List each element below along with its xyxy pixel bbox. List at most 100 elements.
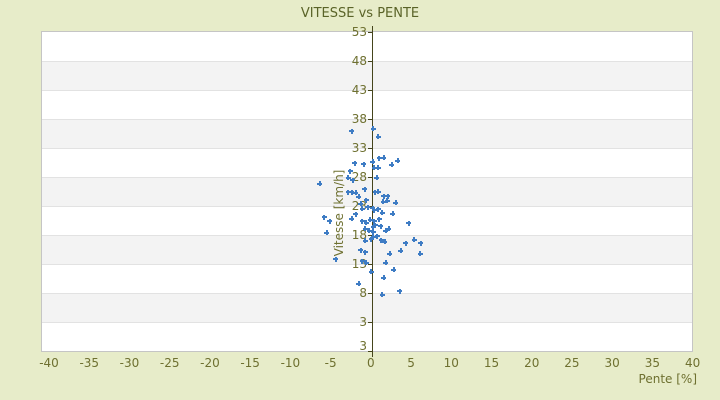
grid-band <box>42 293 692 322</box>
x-tick-label: -5 <box>324 356 337 370</box>
scatter-point <box>349 189 355 195</box>
y-tick-label: 43 <box>351 83 367 97</box>
x-tick-label: -40 <box>39 356 59 370</box>
scatter-point <box>353 211 359 217</box>
y-tick-label: 8 <box>359 286 367 300</box>
y-tick-mark <box>368 61 372 62</box>
grid-band <box>42 148 692 177</box>
y-tick-label: 33 <box>351 141 367 155</box>
scatter-point <box>391 267 397 273</box>
scatter-point <box>387 251 393 257</box>
scatter-point <box>356 194 362 200</box>
scatter-point <box>345 189 351 195</box>
scatter-point <box>374 175 380 181</box>
y-tick-mark <box>368 90 372 91</box>
y-tick-label: 38 <box>351 112 367 126</box>
scatter-point <box>363 197 369 203</box>
scatter-point <box>389 162 395 168</box>
y-tick-label: 28 <box>351 170 367 184</box>
y-tick-mark <box>368 235 372 236</box>
grid-band <box>42 61 692 90</box>
grid-band <box>42 32 692 61</box>
scatter-point <box>359 218 365 224</box>
scatter-point <box>381 193 387 199</box>
scatter-point <box>370 234 376 240</box>
plot-area: 53 48 43 38 33 28 23 18 13 8 3 3 Vitesse [km/h] <box>41 25 693 357</box>
scatter-point <box>349 128 355 134</box>
y-tick-mark <box>368 119 372 120</box>
x-tick-label: 35 <box>644 356 661 370</box>
scatter-point <box>317 181 323 187</box>
scatter-point <box>374 233 380 239</box>
scatter-point <box>358 201 364 207</box>
scatter-point <box>371 207 377 213</box>
scatter-point <box>371 165 377 171</box>
scatter-point <box>378 223 384 229</box>
scatter-point <box>359 258 365 264</box>
scatter-point <box>367 217 373 223</box>
y-axis-title: Vitesse [km/h] <box>332 169 346 257</box>
scatter-point <box>376 155 382 161</box>
scatter-point <box>327 218 333 224</box>
scatter-point <box>379 292 385 298</box>
y-tick-mark <box>368 264 372 265</box>
x-tick-label: -30 <box>119 356 140 370</box>
scatter-point <box>361 161 367 167</box>
scatter-point <box>376 216 382 222</box>
scatter-point <box>375 189 381 194</box>
scatter-point <box>365 204 371 210</box>
scatter-point <box>381 155 387 161</box>
x-tick-label: -25 <box>159 356 180 370</box>
x-axis-title: Pente [%] <box>638 372 697 386</box>
grid-band <box>42 119 692 148</box>
scatter-point <box>375 206 381 212</box>
y-tick-mark <box>368 322 372 323</box>
scatter-point <box>386 226 392 232</box>
scatter-point <box>358 247 364 253</box>
scatter-point <box>363 260 369 266</box>
x-tick-label: 15 <box>483 356 500 370</box>
scatter-point <box>352 160 358 166</box>
scatter-point <box>381 275 387 281</box>
scatter-point <box>406 220 412 226</box>
scatter-point <box>370 126 376 132</box>
scatter-point <box>418 240 424 246</box>
scatter-point <box>366 228 372 234</box>
y-tick-mark <box>368 293 372 294</box>
scatter-point <box>321 214 327 220</box>
scatter-point <box>398 248 404 254</box>
scatter-point <box>379 210 385 216</box>
y-tick-mark <box>368 351 372 352</box>
x-tick-label: -10 <box>280 356 301 370</box>
y-tick-mark <box>368 148 372 149</box>
x-tick-label: 10 <box>443 356 459 370</box>
scatter-point <box>393 200 399 206</box>
grid-band <box>42 90 692 119</box>
scatter-point <box>384 198 390 204</box>
x-tick-label: -20 <box>200 356 220 370</box>
grid-band <box>42 264 692 293</box>
scatter-point <box>390 211 396 217</box>
y-tick-label: 3 <box>359 315 367 329</box>
scatter-point <box>353 190 359 196</box>
scatter-point <box>397 288 403 294</box>
chart-title: VITESSE vs PENTE <box>300 6 420 21</box>
x-tick-label: 40 <box>684 356 701 370</box>
x-tick-label: -15 <box>240 356 260 370</box>
zero-axis-line <box>372 26 373 357</box>
scatter-point <box>403 240 409 246</box>
scatter-point <box>370 205 376 211</box>
x-tick-label: 0 <box>366 356 375 370</box>
y-tick-label: 53 <box>351 25 367 39</box>
scatter-point <box>362 186 368 192</box>
y-tick-label: 3 <box>359 339 367 353</box>
scatter-point <box>368 269 374 275</box>
scatter-point <box>362 249 368 255</box>
grid-band <box>42 322 692 351</box>
x-tick-label: 5 <box>407 356 415 370</box>
scatter-point <box>370 159 376 165</box>
y-tick-mark <box>368 32 372 33</box>
scatter-point <box>356 281 362 287</box>
scatter-point <box>380 199 386 205</box>
